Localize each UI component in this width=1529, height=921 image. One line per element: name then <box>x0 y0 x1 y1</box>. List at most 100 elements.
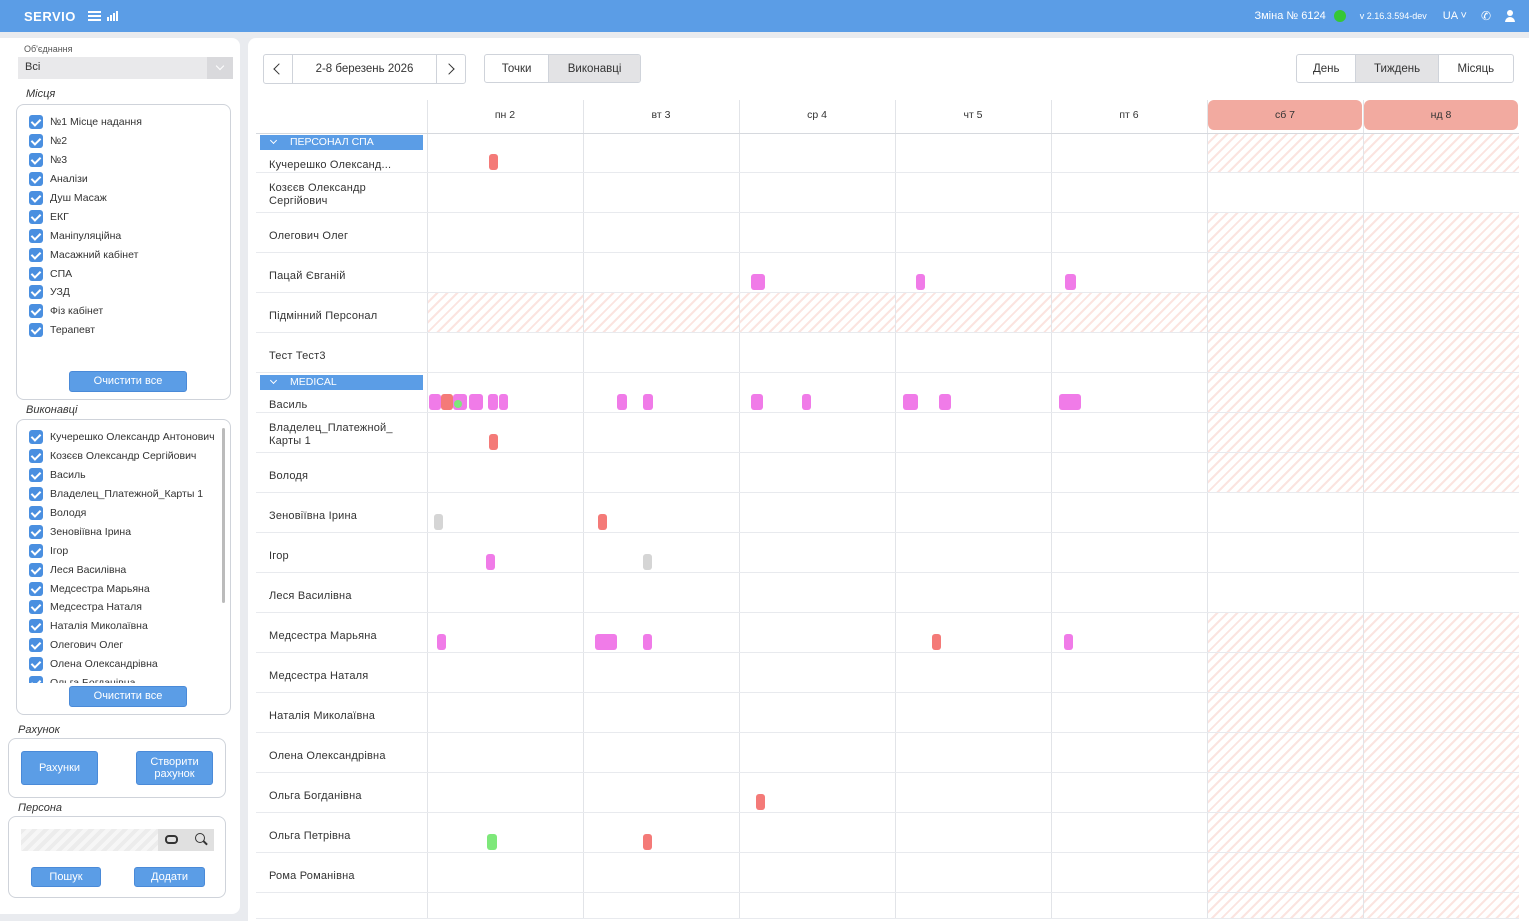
checkbox-checked-icon[interactable] <box>29 676 43 683</box>
performer-row-label[interactable]: Пацай Євганій <box>269 270 346 282</box>
performer-row-label[interactable]: Василь <box>269 399 308 411</box>
checkbox-checked-icon[interactable] <box>29 487 43 502</box>
appointment-block[interactable] <box>643 834 652 850</box>
place-item[interactable]: СПА <box>29 264 142 283</box>
performer-row-label[interactable]: Леся Василівна <box>269 590 352 602</box>
group-header[interactable]: ПЕРСОНАЛ СПА <box>260 135 423 150</box>
performers-scrollbar[interactable] <box>222 428 225 603</box>
place-item[interactable]: №2 <box>29 132 142 151</box>
day-header[interactable]: сб 7 <box>1208 100 1362 130</box>
checkbox-checked-icon[interactable] <box>29 285 43 300</box>
place-item[interactable]: Масажний кабінет <box>29 245 142 264</box>
appointment-block[interactable] <box>488 394 498 410</box>
appointment-block[interactable] <box>802 394 811 410</box>
performer-row-label[interactable]: Підмінний Персонал <box>269 310 378 322</box>
view-month-button[interactable]: Місяць <box>1457 62 1495 75</box>
appointment-block[interactable] <box>489 154 498 170</box>
appointment-block[interactable] <box>932 634 941 650</box>
performer-row-label[interactable]: Рома Романівна <box>269 870 355 882</box>
day-header[interactable]: пт 6 <box>1119 109 1139 121</box>
performer-row-label[interactable]: Владелец_Платежной_ Карты 1 <box>269 422 393 447</box>
menu-icon[interactable] <box>87 11 101 21</box>
appointment-block[interactable] <box>441 394 453 410</box>
performer-row-label[interactable]: Ольга Богданівна <box>269 790 362 802</box>
appointment-block[interactable] <box>643 394 653 410</box>
performer-row-label[interactable]: Медсестра Наталя <box>269 670 369 682</box>
performer-item[interactable]: Медсестра Наталя <box>29 598 223 617</box>
group-header[interactable]: MEDICAL <box>260 375 423 390</box>
date-range[interactable]: 2-8 березень 2026 <box>292 55 437 83</box>
checkbox-checked-icon[interactable] <box>29 524 43 539</box>
search-button[interactable]: Пошук <box>31 867 101 887</box>
place-item[interactable]: №1 Місце надання <box>29 113 142 132</box>
performer-item[interactable]: Ольга Богданівна <box>29 674 223 683</box>
performer-row-label[interactable]: Ольга Петрівна <box>269 830 351 842</box>
appointment-block[interactable] <box>489 434 498 450</box>
checkbox-checked-icon[interactable] <box>29 247 43 262</box>
checkbox-checked-icon[interactable] <box>29 115 43 130</box>
performer-item[interactable]: Зеновіївна Ірина <box>29 522 223 541</box>
person-search-input[interactable] <box>21 829 158 851</box>
place-item[interactable]: ЕКГ <box>29 207 142 226</box>
appointment-block[interactable] <box>617 394 627 410</box>
performer-item[interactable]: Кучерешко Олександр Антонович <box>29 428 223 447</box>
performer-row-label[interactable]: Козєєв Олександр Сергійович <box>269 182 366 207</box>
performer-item[interactable]: Медсестра Марьяна <box>29 579 223 598</box>
appointment-block[interactable] <box>499 394 508 410</box>
performer-row-label[interactable]: Медсестра Марьяна <box>269 630 377 642</box>
place-item[interactable]: Аналізи <box>29 170 142 189</box>
place-item[interactable]: Маніпуляційна <box>29 226 142 245</box>
performer-row-label[interactable]: Кучерешко Олександ... <box>269 159 392 171</box>
checkbox-checked-icon[interactable] <box>29 172 43 187</box>
checkbox-checked-icon[interactable] <box>29 562 43 577</box>
checkbox-checked-icon[interactable] <box>29 657 43 672</box>
performer-row-label[interactable]: Олена Олександрівна <box>269 750 386 762</box>
view-week-button[interactable]: Тиждень <box>1356 55 1439 82</box>
appointment-block[interactable] <box>643 554 652 570</box>
performer-item[interactable]: Владелец_Платежной_Карты 1 <box>29 485 223 504</box>
search-icon[interactable] <box>195 833 205 843</box>
performer-row-label[interactable]: Володя <box>269 470 309 482</box>
place-item[interactable]: №3 <box>29 151 142 170</box>
checkbox-checked-icon[interactable] <box>29 304 43 319</box>
appointment-block[interactable] <box>903 394 918 410</box>
checkbox-checked-icon[interactable] <box>29 153 43 168</box>
mode-points-button[interactable]: Точки <box>485 55 550 82</box>
appointment-block[interactable] <box>437 634 446 650</box>
day-header[interactable]: пн 2 <box>494 109 516 121</box>
appointment-block[interactable] <box>598 514 607 530</box>
chevron-down-icon[interactable] <box>207 57 233 79</box>
user-icon[interactable] <box>1505 10 1515 22</box>
checkbox-checked-icon[interactable] <box>29 430 43 445</box>
chevron-right-icon[interactable] <box>437 55 465 83</box>
checkbox-checked-icon[interactable] <box>29 468 43 483</box>
appointment-block[interactable] <box>595 634 617 650</box>
checkbox-checked-icon[interactable] <box>29 134 43 149</box>
appointment-block[interactable] <box>1064 634 1073 650</box>
performer-item[interactable]: Василь <box>29 466 223 485</box>
performer-row-label[interactable]: Наталія Миколаївна <box>269 710 376 722</box>
appointment-block[interactable] <box>751 274 765 290</box>
performer-row-label[interactable]: Ігор <box>269 550 289 562</box>
performer-item[interactable]: Козєєв Олександр Сергійович <box>29 447 223 466</box>
performer-row-label[interactable]: Зеновіївна Ірина <box>269 510 358 522</box>
mask-icon[interactable] <box>165 835 178 844</box>
checkbox-checked-icon[interactable] <box>29 449 43 464</box>
performer-item[interactable]: Леся Василівна <box>29 560 223 579</box>
appointment-block[interactable] <box>756 794 765 810</box>
checkbox-checked-icon[interactable] <box>29 228 43 243</box>
appointment-block[interactable] <box>469 394 483 410</box>
appointment-block[interactable] <box>487 834 497 850</box>
phone-icon[interactable]: ✆ <box>1480 9 1491 23</box>
checkbox-checked-icon[interactable] <box>29 600 43 615</box>
appointment-block[interactable] <box>429 394 441 410</box>
checkbox-checked-icon[interactable] <box>29 191 43 205</box>
checkbox-checked-icon[interactable] <box>29 638 43 653</box>
appointment-block[interactable] <box>1065 274 1076 290</box>
day-header[interactable]: нд 8 <box>1364 100 1518 130</box>
day-header[interactable]: вт 3 <box>651 109 671 121</box>
create-account-button[interactable]: Створити рахунок <box>136 751 213 785</box>
view-day-button[interactable]: День <box>1297 55 1357 82</box>
day-header[interactable]: ср 4 <box>807 109 827 121</box>
language-select[interactable]: UA ˅ <box>1442 10 1467 22</box>
